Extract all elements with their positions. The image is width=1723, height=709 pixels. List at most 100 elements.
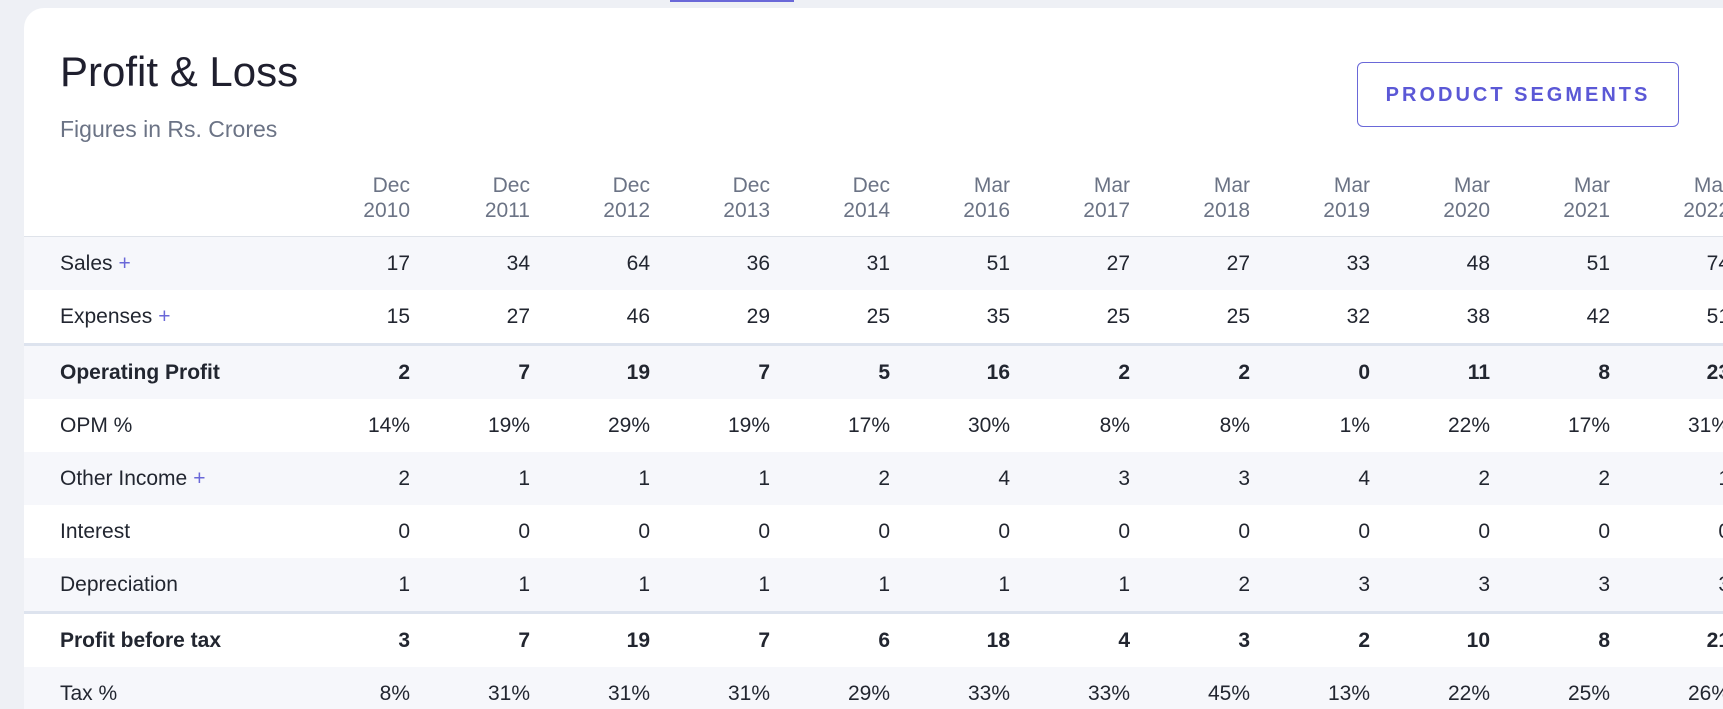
- value-cell: 8%: [1219, 413, 1250, 437]
- value-cell: 2: [1130, 558, 1250, 613]
- profit-loss-table: Dec 2010 Dec 2011 Dec 2012 Dec 2013 Dec 2014 Mar 20…: [24, 168, 1723, 709]
- row-label-cell[interactable]: Expenses +: [24, 290, 290, 345]
- period-year: 2011: [484, 199, 530, 222]
- period-header: Dec 2013: [650, 168, 770, 237]
- value-cell: 6: [770, 611, 890, 667]
- value-cell: 35: [986, 304, 1010, 328]
- value-cell: 0: [1118, 519, 1130, 543]
- row-label-cell: Tax %: [24, 667, 290, 709]
- value-cell: 34: [410, 236, 530, 290]
- value-cell: 3: [1010, 452, 1130, 505]
- value-cell: 0: [1238, 519, 1250, 543]
- value-cell: 2: [290, 343, 410, 399]
- value-cell: 13%: [1250, 667, 1370, 709]
- period-header: Dec 2012: [530, 168, 650, 237]
- row-label: Operating Profit: [60, 360, 220, 384]
- period-month: Dec: [732, 174, 770, 197]
- value-cell: 19: [530, 611, 650, 667]
- row-label-cell[interactable]: Other Income +: [24, 452, 290, 505]
- value-cell: 1: [530, 452, 650, 505]
- value-cell: 3: [1490, 558, 1610, 613]
- value-cell: 33%: [890, 667, 1010, 709]
- value-cell: 31%: [410, 667, 530, 709]
- value-cell: 17%: [847, 413, 890, 437]
- row-label: Profit before tax: [60, 628, 222, 652]
- row-label-cell: OPM %: [24, 399, 290, 452]
- row-label: Depreciation: [60, 572, 178, 596]
- table-row: Interest000000000000: [24, 505, 1723, 558]
- period-header: Mar 2019: [1250, 168, 1370, 237]
- value-cell: 7: [410, 611, 530, 667]
- row-label: Other Income: [60, 466, 188, 490]
- value-cell: 51: [1706, 304, 1723, 328]
- value-cell: 0: [638, 519, 650, 543]
- value-cell: 2: [1250, 611, 1370, 667]
- table-row: Tax %8%31%31%31%29%33%33%45%13%22%25%26%: [24, 667, 1723, 709]
- value-cell: 2: [1010, 343, 1130, 399]
- row-label-cell: Operating Profit: [24, 343, 290, 399]
- period-year: 2010: [363, 199, 410, 222]
- value-cell: 0: [1478, 519, 1490, 543]
- period-header: Dec 2011: [410, 168, 530, 237]
- value-cell: 2: [770, 452, 890, 505]
- value-cell: 19%: [727, 413, 770, 437]
- value-cell: 15: [386, 304, 410, 328]
- value-cell: 7: [410, 343, 530, 399]
- value-cell: 46: [626, 304, 650, 328]
- value-cell: 21: [1610, 611, 1723, 667]
- value-cell: 1: [890, 558, 1010, 613]
- value-cell: 31%: [530, 667, 650, 709]
- value-cell: 3: [1610, 558, 1723, 613]
- table-row: Profit before tax3719761843210821: [24, 611, 1723, 667]
- period-month: Dec: [492, 174, 530, 197]
- header-label-cell: [24, 168, 290, 237]
- table-row: Depreciation111111123333: [24, 558, 1723, 613]
- value-cell: 25: [1226, 304, 1250, 328]
- value-cell: 0: [758, 519, 770, 543]
- value-cell: 27: [1010, 236, 1130, 290]
- value-cell: 1: [530, 558, 650, 613]
- row-label: Interest: [60, 519, 131, 543]
- value-cell: 31: [770, 236, 890, 290]
- period-month: Mar: [1213, 174, 1250, 197]
- period-month: Dec: [372, 174, 410, 197]
- value-cell: 1: [410, 452, 530, 505]
- period-year: 2013: [723, 199, 770, 222]
- value-cell: 8%: [1099, 413, 1130, 437]
- value-cell: 2: [1490, 452, 1610, 505]
- value-cell: 0: [1610, 505, 1723, 558]
- value-cell: 5: [770, 343, 890, 399]
- value-cell: 64: [530, 236, 650, 290]
- period-year: 2020: [1443, 199, 1490, 222]
- table-row: OPM % 14% 19% 29% 19% 17% 30% 8% 8% 1% 22% 17% 31%: [24, 399, 1723, 452]
- value-cell: 0: [1250, 343, 1370, 399]
- period-header: Mar 2020: [1370, 168, 1490, 237]
- value-cell: 51: [890, 236, 1010, 290]
- period-header: Mar 2018: [1130, 168, 1250, 237]
- active-tab-indicator: [670, 0, 794, 2]
- product-segments-button[interactable]: PRODUCT SEGMENTS: [1357, 62, 1679, 127]
- period-month: Mar: [973, 174, 1010, 197]
- expand-plus-icon[interactable]: +: [118, 251, 131, 275]
- value-cell: 2: [290, 452, 410, 505]
- value-cell: 26%: [1610, 667, 1723, 709]
- row-label: Tax %: [60, 681, 118, 705]
- value-cell: 3: [1130, 611, 1250, 667]
- value-cell: 3: [1130, 452, 1250, 505]
- period-header: Mar 2016: [890, 168, 1010, 237]
- value-cell: 2: [1130, 343, 1250, 399]
- expand-plus-icon[interactable]: +: [158, 304, 171, 328]
- value-cell: 3: [1250, 558, 1370, 613]
- row-label-cell[interactable]: Sales +: [24, 236, 290, 290]
- value-cell: 14%: [367, 413, 410, 437]
- period-year: 2019: [1323, 199, 1370, 222]
- value-cell: 23: [1610, 343, 1723, 399]
- period-month: Mar: [1693, 174, 1723, 197]
- value-cell: 4: [1250, 452, 1370, 505]
- expand-plus-icon[interactable]: +: [193, 466, 206, 490]
- value-cell: 7: [650, 343, 770, 399]
- value-cell: 31%: [650, 667, 770, 709]
- period-year: 2022: [1683, 199, 1723, 222]
- value-cell: 18: [890, 611, 1010, 667]
- value-cell: 48: [1370, 236, 1490, 290]
